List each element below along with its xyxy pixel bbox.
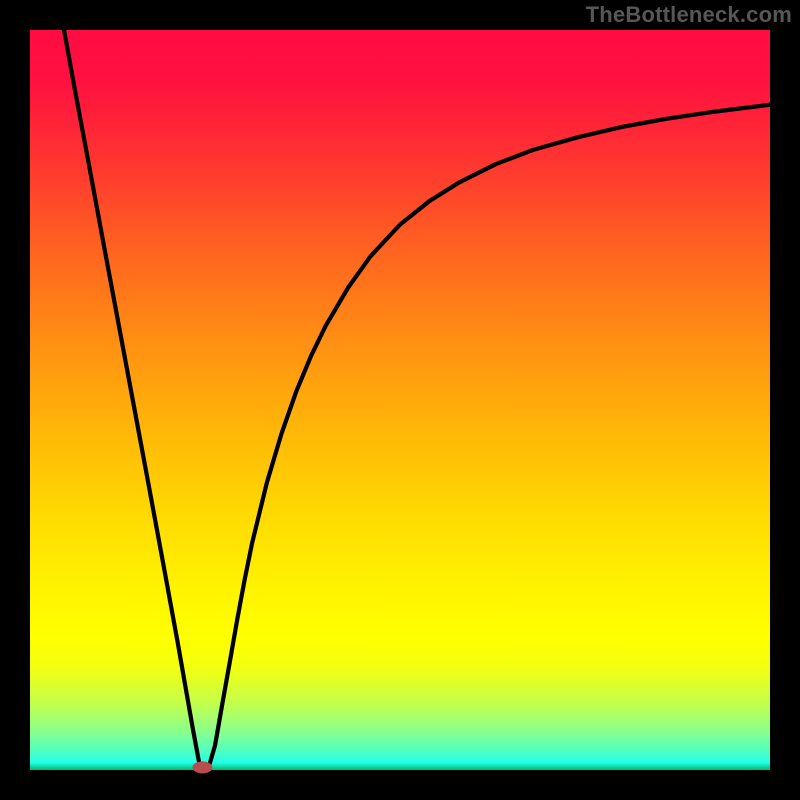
chart-stage: TheBottleneck.com [0,0,800,800]
bottleneck-chart [0,0,800,800]
optimum-marker [192,761,212,773]
chart-background [30,30,770,770]
